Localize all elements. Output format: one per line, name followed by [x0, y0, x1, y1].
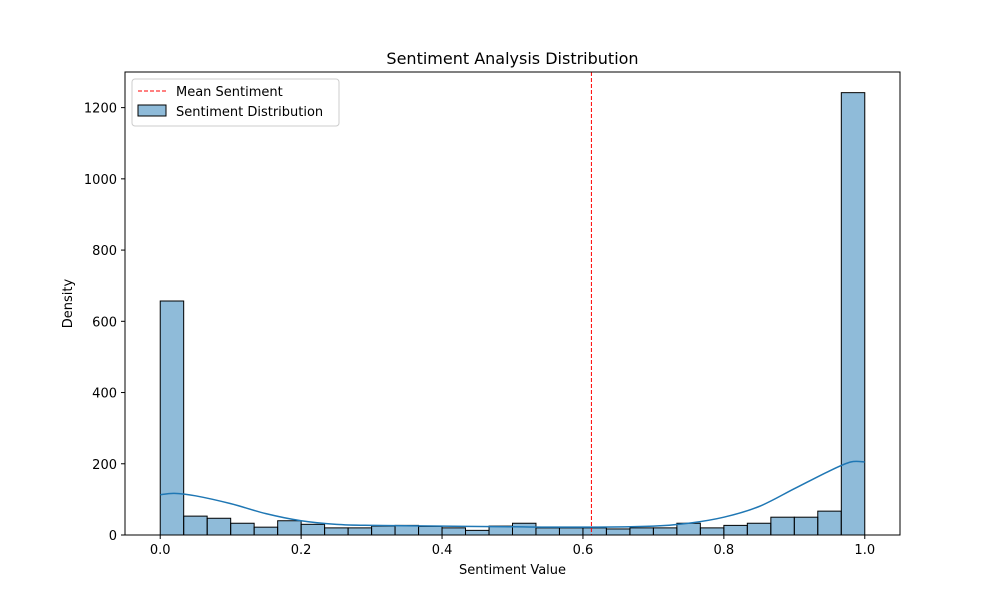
histogram-bar [535, 527, 560, 536]
x-tick-label: 0.0 [150, 543, 171, 558]
histogram-bar [394, 524, 420, 536]
chart-title: Sentiment Analysis Distribution [386, 49, 638, 68]
kde-curve [160, 460, 865, 528]
legend: Mean Sentiment Sentiment Distribution [131, 78, 340, 127]
histogram-bar [347, 527, 373, 536]
legend-hist-swatch [137, 104, 167, 117]
legend-hist-label: Sentiment Distribution [176, 105, 323, 120]
histogram-bar [230, 522, 255, 536]
histogram-bar [652, 527, 678, 536]
histogram-bar [465, 529, 490, 536]
histogram-bar [277, 520, 302, 536]
histogram-bar [840, 92, 866, 536]
x-tick-label: 0.2 [291, 543, 312, 558]
histogram-bar [558, 527, 584, 536]
histogram-bar [371, 525, 396, 536]
histogram-bar [183, 515, 208, 536]
histogram-bar [770, 516, 795, 536]
y-tick-label: 1200 [84, 102, 117, 117]
y-tick-label: 200 [92, 458, 117, 473]
axes-frame [124, 71, 901, 536]
y-tick-label: 0 [109, 529, 117, 544]
histogram-bar [723, 524, 748, 536]
histogram-bar [418, 525, 443, 536]
histogram-bar [817, 510, 842, 536]
histogram-bar [699, 527, 725, 536]
histogram-bar [582, 527, 607, 536]
x-tick-label: 0.8 [714, 543, 735, 558]
histogram-bar [253, 526, 279, 536]
y-tick-label: 1000 [84, 173, 117, 188]
histogram-bar [629, 527, 654, 536]
histogram-bar [300, 523, 326, 536]
legend-mean-label: Mean Sentiment [176, 85, 283, 100]
histogram-bar [793, 516, 819, 536]
histogram-bar [206, 517, 232, 536]
histogram-bar [324, 527, 349, 536]
histogram-bar [676, 522, 701, 536]
x-tick-label: 0.4 [432, 543, 453, 558]
histogram-bar [746, 522, 772, 536]
y-tick-label: 800 [92, 244, 117, 259]
x-tick-label: 1.0 [854, 543, 875, 558]
y-tick-label: 600 [92, 315, 117, 330]
x-tick-label: 0.6 [573, 543, 594, 558]
histogram-bar [159, 300, 185, 536]
legend-box [131, 78, 340, 127]
histogram-bar [441, 527, 467, 536]
histogram-bar [605, 528, 631, 536]
x-axis-label: Sentiment Value [459, 563, 566, 578]
y-axis-label: Density [61, 278, 76, 328]
y-tick-label: 400 [92, 387, 117, 402]
histogram-bar [512, 522, 537, 536]
